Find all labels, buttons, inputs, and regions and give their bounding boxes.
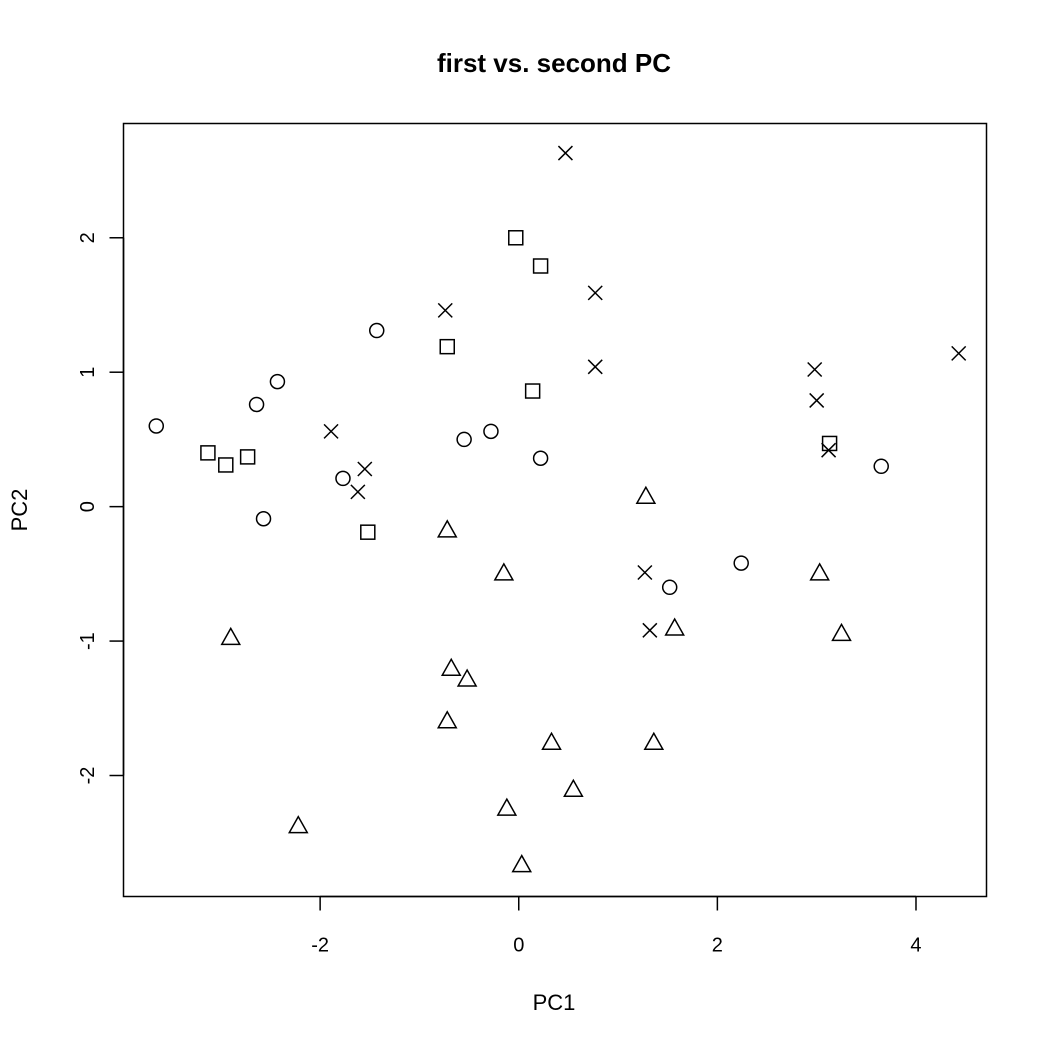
triangle-point: [563, 778, 584, 798]
cross-point: [350, 484, 366, 500]
cross-point: [642, 622, 658, 638]
triangle-point: [809, 562, 830, 581]
square-point: [524, 383, 541, 399]
circle-point: [532, 450, 549, 466]
y-tick-label: 0: [77, 501, 99, 512]
triangle-point: [220, 626, 242, 646]
cross-point: [557, 145, 573, 161]
cross-point: [807, 361, 823, 378]
triangle-point: [496, 797, 518, 816]
circle-point: [148, 418, 165, 434]
x-axis: -2 0 2 4: [311, 895, 922, 957]
circle-point: [269, 373, 286, 390]
circle-point: [483, 423, 499, 440]
chart-title: first vs. second PC: [437, 48, 671, 78]
data-points: [148, 145, 967, 873]
y-tick-label: -1: [77, 632, 99, 650]
triangle-point: [288, 815, 309, 834]
plot-frame: [122, 122, 988, 898]
square-point: [200, 445, 216, 461]
square-point: [439, 338, 455, 355]
y-tick-label: 1: [77, 367, 99, 378]
cross-point: [951, 345, 967, 361]
circle-point: [733, 555, 749, 571]
circle-point: [368, 322, 385, 339]
triangle-point: [436, 710, 458, 729]
triangle-point: [493, 562, 515, 581]
y-tick-label: 2: [77, 232, 99, 243]
cross-point: [323, 423, 339, 439]
circle-point: [456, 431, 472, 448]
x-tick-label: 0: [513, 935, 524, 957]
circle-point: [335, 470, 351, 487]
triangle-point: [511, 854, 533, 873]
square-point: [532, 258, 549, 274]
triangle-point: [831, 622, 852, 642]
cross-point: [637, 564, 653, 581]
triangle-point: [541, 731, 562, 750]
triangle-point: [643, 731, 665, 750]
cross-point: [587, 359, 603, 375]
cross-point: [587, 285, 603, 301]
cross-point: [821, 442, 837, 458]
circle-point: [248, 396, 265, 413]
cross-point: [809, 392, 825, 408]
triangle-point: [664, 617, 685, 636]
y-axis: -2 -1 0 1 2: [77, 232, 125, 785]
x-tick-label: 2: [712, 935, 723, 957]
x-tick-label: 4: [910, 935, 921, 957]
circle-point: [255, 510, 272, 527]
square-point: [508, 230, 524, 246]
x-axis-title: PC1: [533, 990, 576, 1015]
cross-point: [437, 302, 453, 318]
triangle-point: [440, 657, 462, 677]
y-tick-label: -2: [77, 767, 99, 785]
y-axis-title: PC2: [7, 489, 32, 532]
square-point: [360, 524, 376, 540]
x-tick-label: -2: [311, 935, 329, 957]
square-point: [239, 449, 256, 465]
circle-point: [873, 458, 889, 475]
square-point: [218, 457, 234, 473]
cross-point: [357, 461, 373, 477]
triangle-point: [635, 485, 657, 504]
circle-point: [661, 579, 678, 596]
triangle-point: [456, 668, 478, 687]
triangle-point: [436, 519, 458, 538]
